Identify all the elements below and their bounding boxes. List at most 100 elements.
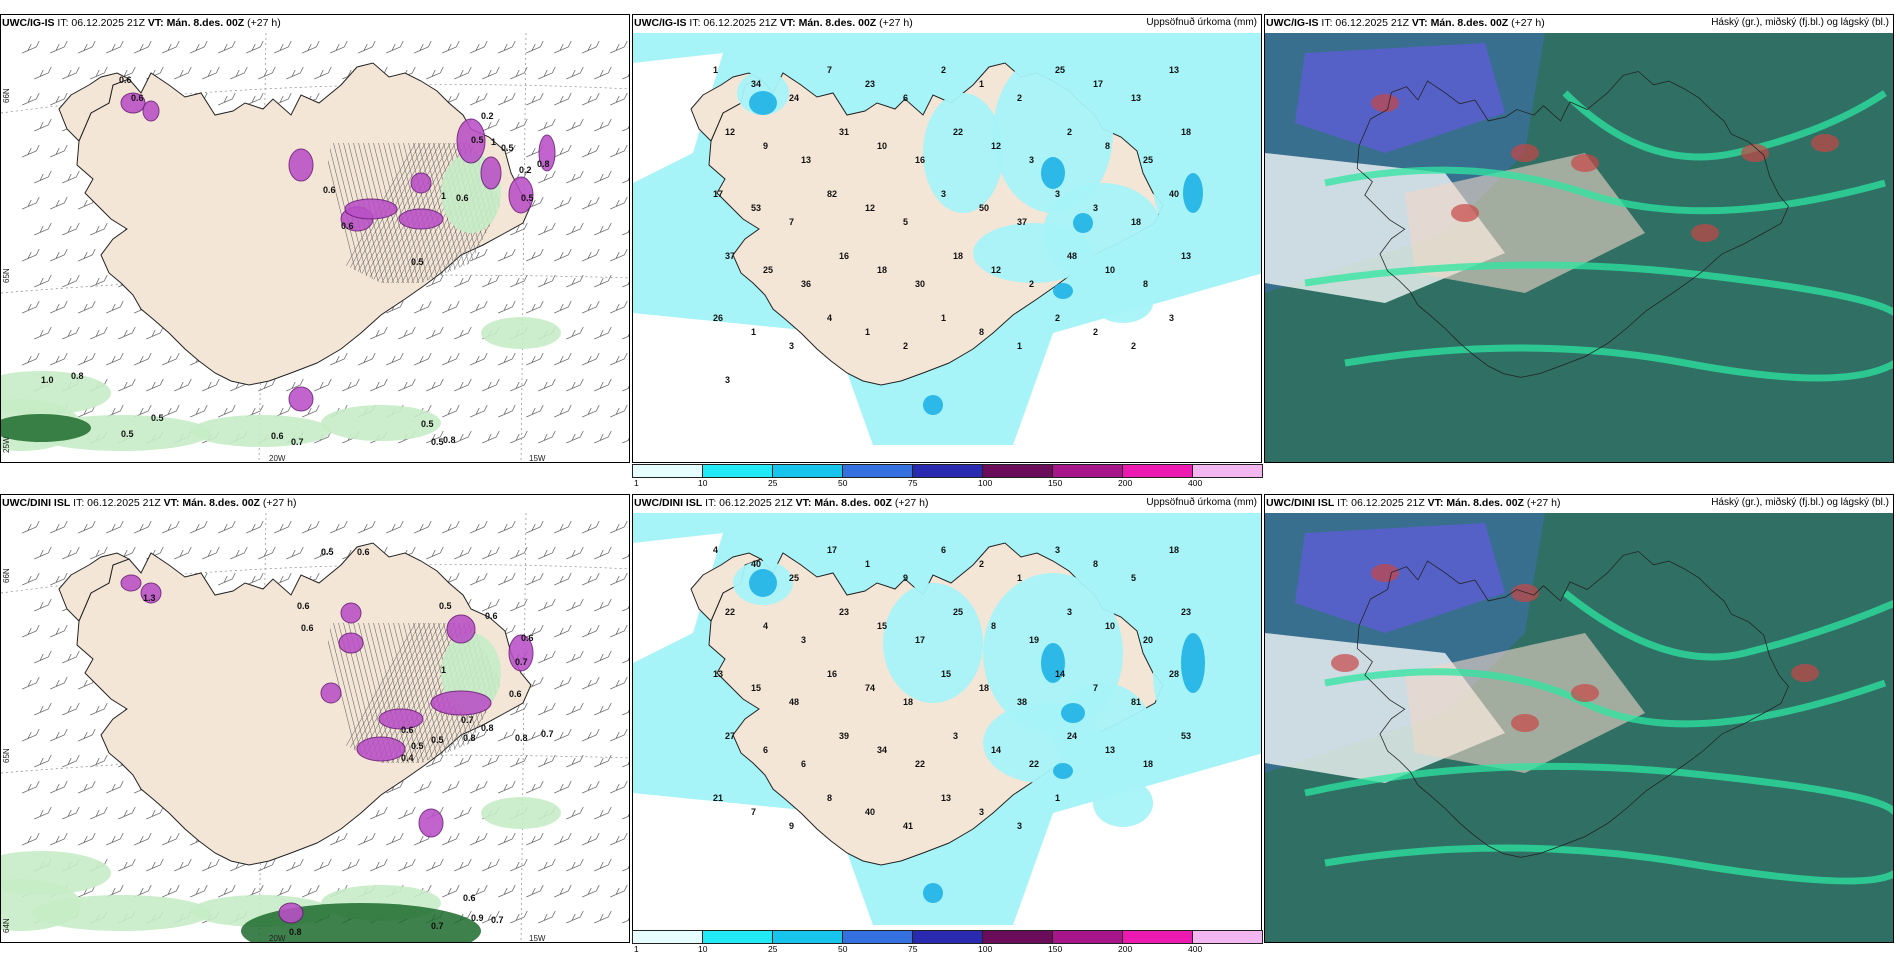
strong-precip-area <box>1073 213 1093 233</box>
legend-tick-label: 150 <box>1048 478 1063 488</box>
low-cloud-contour <box>1562 90 1887 161</box>
precip-value-label: 18 <box>903 697 913 707</box>
precip-value-label: 10 <box>877 141 887 151</box>
precip-value-label: 12 <box>991 265 1001 275</box>
precip-value-label: 19 <box>1029 635 1039 645</box>
precip-value-label: 74 <box>865 683 875 693</box>
lowcloud-value-label: 0.7 <box>431 921 444 931</box>
lowcloud-value-label: 0.5 <box>431 735 444 745</box>
precip-value-label: 2 <box>1029 279 1034 289</box>
low-cloud-contour <box>1304 261 1893 316</box>
precip-value-label: 40 <box>865 807 875 817</box>
high-cloud-area <box>1295 43 1505 153</box>
precip-value-label: 20 <box>1143 635 1153 645</box>
lowcloud-value-label: 0.4 <box>401 753 414 763</box>
precip-value-label: 18 <box>979 683 989 693</box>
cloud-map-top[interactable] <box>1265 33 1894 463</box>
lowcloud-value-label: 0.5 <box>439 601 452 611</box>
precip-value-label: 13 <box>1181 251 1191 261</box>
panel-clouds-bottom: UWC/DINI ISL IT: 06.12.2025 21Z VT: Mán.… <box>1264 494 1894 943</box>
precip-value-label: 53 <box>1181 731 1191 741</box>
precip-value-label: 1 <box>1055 793 1060 803</box>
precip-value-label: 13 <box>801 155 811 165</box>
precip-value-label: 13 <box>1169 65 1179 75</box>
cloud-map-bottom[interactable] <box>1265 513 1894 943</box>
precip-value-label: 30 <box>915 279 925 289</box>
axis-label: 15W <box>529 454 546 463</box>
iceland-land <box>76 62 532 386</box>
precip-value-label: 1 <box>1017 573 1022 583</box>
precip-value-label: 8 <box>1105 141 1110 151</box>
low-cloud-cell <box>288 148 314 182</box>
low-cloud-contour <box>1344 344 1893 382</box>
precip-value-label: 25 <box>789 573 799 583</box>
precip-legend-bottom: 1 10 25 50 75 100 150 200 400 <box>632 930 1263 954</box>
precip-value-label: 17 <box>713 189 723 199</box>
legend-color-box <box>1192 930 1263 944</box>
lowcloud-value-label: 0.5 <box>121 429 134 439</box>
lowcloud-map-bottom[interactable]: 0.5 0.6 0.6 0.6 1.3 0.5 0.6 0.6 0.7 1 0.6 0.7 0.6 0.5… <box>1 513 630 943</box>
lowcloud-value-label: 0.6 <box>301 623 314 633</box>
legend-tick-label: 1 <box>634 944 639 954</box>
no-precip-area <box>633 533 723 663</box>
strong-precip-area <box>1041 643 1065 683</box>
precip-value-label: 28 <box>1169 669 1179 679</box>
precip-value-label: 14 <box>1055 669 1065 679</box>
precip-value-label: 3 <box>789 341 794 351</box>
precip-value-label: 15 <box>877 621 887 631</box>
high-cloud-core <box>1791 664 1819 682</box>
precip-value-label: 12 <box>991 141 1001 151</box>
axis-label: 66N <box>2 568 11 583</box>
precip-value-label: 22 <box>915 759 925 769</box>
coastline <box>1356 551 1789 858</box>
lowcloud-map-top[interactable]: 0.60.60.210.20.60.60.60.510.81.0 0.80.50.… <box>1 33 630 463</box>
precip-value-label: 27 <box>725 731 735 741</box>
lowcloud-value-label: 0.6 <box>485 611 498 621</box>
legend-color-box <box>772 930 843 944</box>
drizzle-patch <box>481 317 561 349</box>
panel-title: UWC/DINI ISL IT: 06.12.2025 21Z VT: Mán.… <box>2 497 297 509</box>
high-cloud-core <box>1741 144 1769 162</box>
panel-precip-top: UWC/IG-IS IT: 06.12.2025 21Z VT: Mán. 8.… <box>632 14 1262 463</box>
precip-map-top[interactable]: 1342472362122517131312913311016221232825… <box>633 33 1262 445</box>
legend-tick-label: 1 <box>634 478 639 488</box>
precip-area <box>1093 779 1153 827</box>
axis-label: 20W <box>269 934 286 943</box>
precip-value-label: 12 <box>725 127 735 137</box>
precip-value-label: 17 <box>1093 79 1103 89</box>
precip-value-label: 15 <box>751 683 761 693</box>
panel-subtitle: Háský (gr.), miðský (fj.bl.) og lágský (… <box>1711 17 1889 28</box>
iceland-land <box>76 542 532 866</box>
panel-title: UWC/DINI ISL IT: 06.12.2025 21Z VT: Mán.… <box>634 497 929 509</box>
precip-area <box>1093 283 1153 323</box>
precip-value-label: 25 <box>953 607 963 617</box>
precip-area <box>913 377 953 409</box>
panel-title: UWC/DINI ISL IT: 06.12.2025 21Z VT: Mán.… <box>1266 497 1561 509</box>
precip-value-label: 1 <box>979 79 984 89</box>
strong-precip-area <box>1053 763 1073 779</box>
precip-value-label: 8 <box>1143 279 1148 289</box>
precip-value-label: 3 <box>941 189 946 199</box>
precip-value-label: 3 <box>979 807 984 817</box>
strong-precip-area <box>923 883 943 903</box>
precip-value-label: 39 <box>839 731 849 741</box>
precip-value-label: 6 <box>801 759 806 769</box>
precip-value-label: 21 <box>713 793 723 803</box>
precip-value-label: 17 <box>827 545 837 555</box>
precip-area <box>883 583 983 703</box>
legend-color-box <box>1122 930 1193 944</box>
legend-tick-label: 75 <box>908 944 918 954</box>
panel-subtitle: Háský (gr.), miðský (fj.bl.) og lágský (… <box>1711 497 1889 508</box>
low-cloud-contour <box>1324 844 1893 885</box>
precip-value-label: 3 <box>1017 821 1022 831</box>
precip-value-label: 3 <box>1093 203 1098 213</box>
land-clear-area <box>1405 633 1645 773</box>
precip-value-label: 14 <box>991 745 1001 755</box>
legend-color-box <box>842 464 913 478</box>
precip-value-label: 6 <box>941 545 946 555</box>
legend-color-box <box>1192 464 1263 478</box>
low-cloud-cell <box>140 582 162 604</box>
high-cloud-core <box>1691 224 1719 242</box>
precip-map-bottom[interactable]: 4402517196213851822432315172581931020231… <box>633 513 1262 925</box>
precip-value-label: 38 <box>1017 697 1027 707</box>
